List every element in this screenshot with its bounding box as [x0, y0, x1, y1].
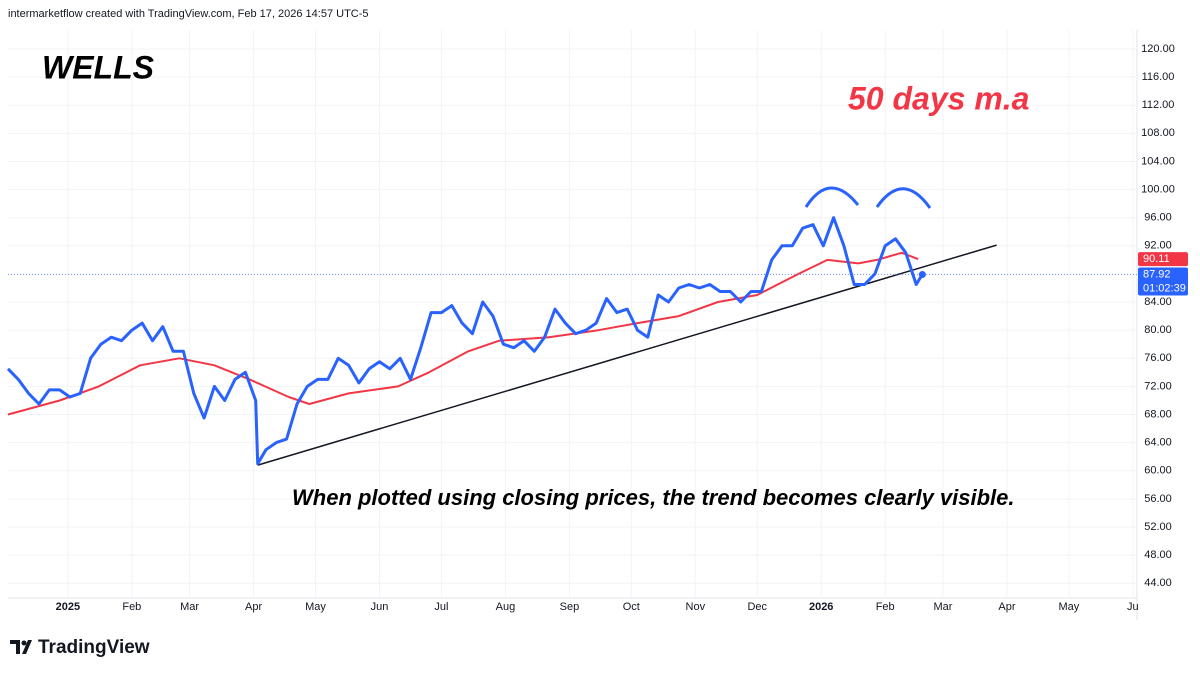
- x-tick-label: Nov: [686, 601, 706, 613]
- last-point: [918, 270, 926, 278]
- x-tick-label: Feb: [122, 601, 141, 613]
- y-tick-label: 48.00: [1144, 549, 1172, 561]
- price-label: 90.11: [1143, 253, 1170, 265]
- x-tick-label: Mar: [934, 601, 953, 613]
- y-tick-label: 64.00: [1144, 437, 1172, 449]
- arc-annotation: [804, 186, 860, 208]
- y-tick-label: 112.00: [1142, 99, 1175, 111]
- x-tick-label: Sep: [560, 601, 580, 613]
- price-label-box: [1138, 252, 1188, 267]
- x-tick-label: 2025: [56, 601, 80, 613]
- arc-annotation: [875, 187, 932, 209]
- x-tick-label: Oct: [623, 601, 640, 613]
- plot: [6, 30, 1137, 598]
- x-tick-label: Apr: [245, 601, 262, 613]
- x-tick-label: Mar: [180, 601, 199, 613]
- price-label-box: [1138, 267, 1188, 296]
- y-tick-label: 116.00: [1142, 71, 1175, 83]
- y-tick-label: 80.00: [1144, 324, 1172, 336]
- y-tick-label: 120.00: [1141, 43, 1175, 55]
- y-tick-label: 76.00: [1144, 352, 1172, 364]
- countdown: 01:02:39: [1143, 282, 1186, 294]
- x-tick-label: Feb: [876, 601, 895, 613]
- trendline: [257, 244, 997, 466]
- chart-title: WELLS: [42, 49, 155, 85]
- y-tick-label: 52.00: [1144, 521, 1172, 533]
- series-line: [6, 216, 924, 466]
- x-tick-label: Dec: [747, 601, 767, 613]
- y-tick-label: 60.00: [1144, 465, 1172, 477]
- annotation: When plotted using closing prices, the t…: [292, 485, 1015, 510]
- x-tick-label: Aug: [496, 601, 516, 613]
- y-tick-label: 96.00: [1144, 212, 1172, 224]
- footer-logo: TradingView: [38, 637, 150, 658]
- y-tick-label: 44.00: [1144, 577, 1172, 589]
- y-tick-label: 92.00: [1144, 240, 1172, 252]
- y-tick-label: 108.00: [1141, 127, 1175, 139]
- y-tick-label: 84.00: [1144, 296, 1172, 308]
- x-tick-label: May: [305, 601, 326, 613]
- annotation: 50 days m.a: [848, 80, 1029, 116]
- x-tick-label: Ju: [1127, 601, 1139, 613]
- header: intermarketflow created with TradingView…: [8, 8, 369, 20]
- series-line: [7, 251, 919, 416]
- logo: [10, 640, 32, 654]
- x-tick-label: 2026: [809, 601, 833, 613]
- y-tick-label: 72.00: [1144, 380, 1172, 392]
- x-tick-label: May: [1058, 601, 1079, 613]
- price-label: 87.92: [1143, 268, 1171, 280]
- x-tick-label: Jun: [371, 601, 389, 613]
- y-tick-label: 56.00: [1144, 493, 1172, 505]
- x-tick-label: Jul: [434, 601, 448, 613]
- y-tick-label: 100.00: [1141, 183, 1175, 195]
- y-tick-label: 68.00: [1144, 408, 1172, 420]
- y-tick-label: 104.00: [1141, 155, 1175, 167]
- x-tick-label: Apr: [998, 601, 1015, 613]
